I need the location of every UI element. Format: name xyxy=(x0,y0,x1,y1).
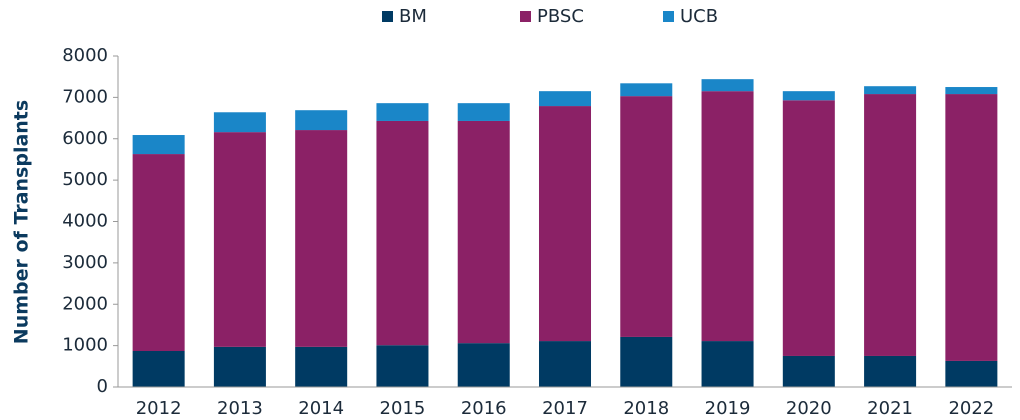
bar-segment xyxy=(457,120,510,344)
y-tick-label: 8000 xyxy=(62,45,108,66)
bar-segment xyxy=(376,103,429,121)
bar-segment xyxy=(538,341,592,387)
bar-segment xyxy=(213,346,266,387)
legend-label: PBSC xyxy=(537,6,584,27)
y-tick-label: 0 xyxy=(97,376,108,397)
y-tick-label: 4000 xyxy=(62,211,108,232)
y-axis-title: Number of Transplants xyxy=(11,100,33,344)
bar-segment xyxy=(782,355,835,387)
y-tick-label: 2000 xyxy=(62,293,108,314)
bar-segment xyxy=(132,135,185,155)
x-tick-label: 2018 xyxy=(623,398,669,419)
bar-segment xyxy=(701,79,754,92)
bar-segment xyxy=(782,91,835,101)
bar-segment xyxy=(620,83,673,97)
bar-segment xyxy=(864,94,917,356)
bar-segment xyxy=(945,360,998,387)
x-tick-label: 2015 xyxy=(380,398,426,419)
y-tick-label: 6000 xyxy=(62,128,108,149)
x-tick-label: 2022 xyxy=(948,398,994,419)
bar-segment xyxy=(538,91,592,107)
x-tick-label: 2014 xyxy=(298,398,344,419)
bar-segment xyxy=(701,91,754,342)
legend-label: BM xyxy=(399,6,427,27)
legend-label: UCB xyxy=(680,6,718,27)
x-tick-label: 2017 xyxy=(542,398,588,419)
bar-segment xyxy=(132,154,185,352)
bar-segment xyxy=(864,86,917,95)
bar-segment xyxy=(864,355,917,387)
bar-segment xyxy=(376,345,429,387)
bar-segment xyxy=(701,341,754,387)
x-tick-label: 2016 xyxy=(461,398,507,419)
y-tick-label: 7000 xyxy=(62,86,108,107)
bar-segment xyxy=(945,94,998,361)
x-tick-label: 2012 xyxy=(136,398,182,419)
x-tick-label: 2019 xyxy=(705,398,751,419)
bar-segment xyxy=(295,110,348,131)
bar-segment xyxy=(457,343,510,387)
y-tick-label: 1000 xyxy=(62,335,108,356)
bar-segment xyxy=(376,120,429,346)
bar-segment xyxy=(945,87,998,95)
bar-segment xyxy=(457,103,510,121)
x-tick-label: 2013 xyxy=(217,398,263,419)
bar-segment xyxy=(213,112,266,133)
y-tick-label: 3000 xyxy=(62,252,108,273)
x-tick-label: 2020 xyxy=(786,398,832,419)
bar-segment xyxy=(620,96,673,337)
legend-swatch xyxy=(382,11,393,22)
bar-segment xyxy=(295,130,348,347)
legend-swatch xyxy=(520,11,531,22)
bar-segment xyxy=(782,100,835,356)
y-tick-label: 5000 xyxy=(62,169,108,190)
bar-segment xyxy=(213,132,266,347)
bar-segment xyxy=(620,336,673,387)
bar-segment xyxy=(295,346,348,387)
legend-swatch xyxy=(663,11,674,22)
x-tick-label: 2021 xyxy=(867,398,913,419)
bar-segment xyxy=(132,351,185,387)
bar-segment xyxy=(538,106,592,342)
